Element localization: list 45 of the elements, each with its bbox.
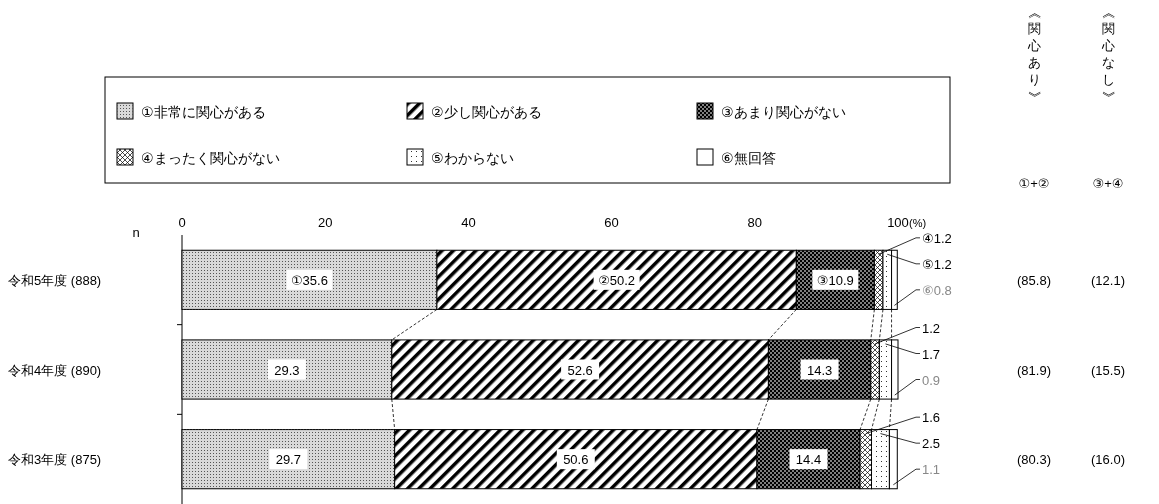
data-label: 14.4 — [795, 452, 822, 468]
y-tick-label: 令和5年度 (888) — [8, 272, 102, 288]
data-label: 1.7 — [922, 346, 941, 362]
text: ③+④ — [1092, 176, 1124, 191]
data-label: 0.9 — [922, 372, 941, 388]
data-label: 29.3 — [274, 362, 300, 378]
legend-label: ④まったく関心がない — [141, 150, 280, 166]
y-tick-label: 令和3年度 (875) — [8, 452, 102, 468]
data-label: ③10.9 — [816, 272, 854, 288]
y-axis-title: n — [132, 225, 140, 240]
legend-label: ③あまり関心がない — [721, 104, 846, 120]
text: 《関心あり》 — [1026, 5, 1042, 104]
legend-label: ①非常に関心がある — [141, 104, 266, 120]
data-label: 14.3 — [806, 362, 833, 378]
text: ①+② — [1018, 176, 1050, 191]
data-label: 52.6 — [567, 362, 593, 378]
data-label: ⑥0.8 — [922, 282, 952, 298]
text: (81.9) — [1017, 362, 1051, 378]
text: (16.0) — [1091, 452, 1125, 468]
data-label: ④1.2 — [922, 230, 952, 246]
data-label: ⑤1.2 — [922, 256, 952, 272]
legend-label: ⑤わからない — [431, 150, 514, 166]
x-tick-label: 40 — [461, 215, 476, 230]
data-label: 50.6 — [563, 452, 589, 468]
legend-label: ②少し関心がある — [431, 104, 542, 120]
data-label: 1.6 — [922, 410, 941, 426]
x-tick-label: 20 — [317, 215, 333, 230]
data-label: ②50.2 — [598, 272, 636, 288]
text: (85.8) — [1017, 272, 1051, 288]
text: 《関心なし》 — [1100, 5, 1116, 104]
x-tick-label: 60 — [604, 215, 619, 230]
data-label: 1.2 — [922, 320, 941, 336]
text: (12.1) — [1091, 272, 1125, 288]
text: (80.3) — [1017, 452, 1051, 468]
data-label: 1.1 — [922, 462, 941, 478]
y-tick-label: 令和4年度 (890) — [8, 362, 102, 378]
text: (15.5) — [1091, 362, 1125, 378]
legend-label: ⑥無回答 — [721, 150, 776, 166]
x-axis-title: (%) — [909, 217, 927, 229]
x-tick-label: 0 — [178, 215, 186, 230]
x-tick-label: 80 — [747, 215, 763, 230]
x-tick-label: 100 — [887, 215, 909, 230]
data-label: 2.5 — [922, 436, 941, 452]
data-label: ①35.6 — [290, 272, 328, 288]
data-label: 29.7 — [275, 452, 301, 468]
